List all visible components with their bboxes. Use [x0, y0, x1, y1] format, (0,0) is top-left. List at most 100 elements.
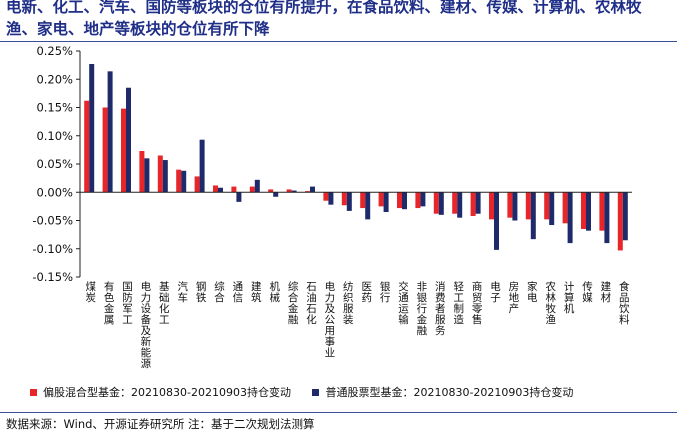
bar-series1 [415, 192, 421, 209]
x-category-label: 传媒 [581, 281, 593, 303]
x-category-label: 食品饮料 [618, 280, 630, 325]
bar-series2 [144, 158, 150, 193]
bar-series2 [107, 71, 113, 193]
x-category-label: 有色金属 [103, 280, 115, 325]
legend-item-series1: 偏股混合型基金：20210830-20210903持仓变动 [30, 384, 291, 400]
x-category-label: 通信 [231, 281, 243, 303]
bar-series1 [562, 192, 568, 224]
bar-series2 [457, 192, 463, 218]
x-category-label: 综合 [213, 280, 225, 303]
bar-series1 [617, 192, 623, 251]
bar-series2 [254, 179, 260, 193]
title-divider [0, 41, 677, 42]
x-category-label: 商贸零售 [471, 280, 483, 325]
x-category-label: 基础化工 [158, 280, 170, 325]
bar-series1 [305, 191, 310, 193]
bar-series2 [346, 192, 352, 211]
bar-series1 [433, 192, 439, 214]
x-category-label: 家电 [526, 280, 538, 303]
bar-series1 [397, 192, 402, 209]
legend-item-series2: 普通股票型基金：20210830-20210903持仓变动 [312, 384, 573, 400]
x-category-label: 农林牧渔 [544, 280, 556, 325]
bar-series2 [218, 187, 223, 193]
bar-series2 [530, 192, 536, 240]
bar-series2 [586, 192, 591, 231]
bar-series1 [360, 192, 366, 209]
bar-series1 [341, 192, 347, 206]
legend-label-series1: 偏股混合型基金：20210830-20210903持仓变动 [43, 386, 291, 399]
bar-series1 [121, 108, 126, 193]
bar-series1 [378, 192, 384, 207]
bar-series1 [213, 185, 218, 193]
x-category-label: 国防军工 [121, 281, 133, 325]
legend-swatch-series1 [30, 388, 37, 396]
source-note: 数据来源：Wind、开源证券研究所 注：基于二次规划法测算 [6, 417, 315, 431]
x-category-label: 建筑 [250, 280, 262, 303]
x-category-label: 电力及公用事业 [323, 280, 335, 358]
bar-series1 [176, 169, 182, 193]
x-category-label: 煤炭 [84, 280, 96, 303]
x-category-label: 钢铁 [195, 280, 207, 303]
y-tick-label: 0.15% [36, 101, 73, 115]
bar-series2 [310, 186, 315, 193]
bar-series2 [181, 170, 187, 193]
bar-series2 [199, 139, 205, 193]
x-category-label: 汽车 [176, 280, 188, 303]
y-tick-label: 0.20% [36, 72, 73, 86]
y-tick-label: 0.05% [36, 157, 73, 171]
x-category-label: 房地产 [507, 280, 519, 314]
bar-series1 [268, 189, 274, 193]
bar-series1 [470, 192, 476, 216]
x-category-label: 银行 [379, 280, 391, 303]
source-divider [0, 412, 677, 413]
legend-label-series2: 普通股票型基金：20210830-20210903持仓变动 [325, 386, 574, 399]
bar-series1 [286, 189, 292, 193]
bar-series2 [402, 192, 407, 210]
y-tick-label: 0.10% [36, 129, 73, 143]
bar-series2 [494, 192, 499, 250]
x-category-label: 建材 [599, 280, 611, 303]
bar-series2 [604, 192, 610, 244]
bar-series1 [249, 186, 255, 193]
legend-swatch-series2 [312, 388, 320, 396]
bar-series2 [273, 192, 279, 197]
bar-series1 [599, 192, 605, 231]
y-tick-label: -0.15% [32, 270, 73, 284]
y-tick-label: 0.00% [36, 185, 73, 199]
x-category-label: 综合金融 [287, 280, 299, 325]
chart-title: 电新、化工、汽车、国防等板块的仓位有所提升，在食品饮料、建材、传媒、计算机、农林… [6, 0, 642, 38]
bar-series2 [549, 192, 555, 226]
bar-series1 [544, 192, 550, 220]
bar-series1 [194, 176, 200, 193]
x-category-label: 消费者服务 [434, 280, 446, 336]
bar-series2 [126, 87, 131, 193]
bar-chart: -0.15% -0.10% -0.05% 0.00% 0.05% 0.10% 0.15% 0.… [32, 44, 632, 369]
x-category-label: 医药 [360, 281, 372, 303]
bar-series1 [489, 192, 494, 220]
y-tick-label: -0.10% [32, 242, 73, 256]
bar-series2 [567, 192, 573, 244]
bar-series2 [512, 192, 518, 221]
x-category-label: 非银行金融 [415, 281, 427, 336]
bar-series2 [383, 192, 389, 213]
bar-series1 [157, 155, 163, 193]
x-category-label: 轻工制造 [452, 280, 464, 325]
bar-series2 [365, 192, 371, 220]
y-tick-label: 0.25% [36, 44, 73, 58]
y-tick-label: -0.05% [32, 214, 73, 228]
bar-series2 [475, 192, 481, 214]
bar-series2 [622, 192, 628, 241]
bar-series2 [438, 192, 444, 215]
x-category-label: 纺织服装 [342, 280, 354, 325]
bar-series2 [420, 192, 426, 207]
x-category-label: 石油石化 [305, 281, 317, 325]
bar-series2 [291, 190, 297, 193]
bar-series2 [328, 192, 334, 205]
bar-series1 [139, 151, 145, 193]
x-category-label: 机械 [268, 280, 280, 303]
bar-series1 [525, 192, 531, 220]
bar-series1 [84, 100, 90, 193]
bar-series2 [162, 160, 168, 193]
x-category-label: 电子 [489, 280, 501, 303]
x-category-label: 交通运输 [397, 280, 409, 325]
